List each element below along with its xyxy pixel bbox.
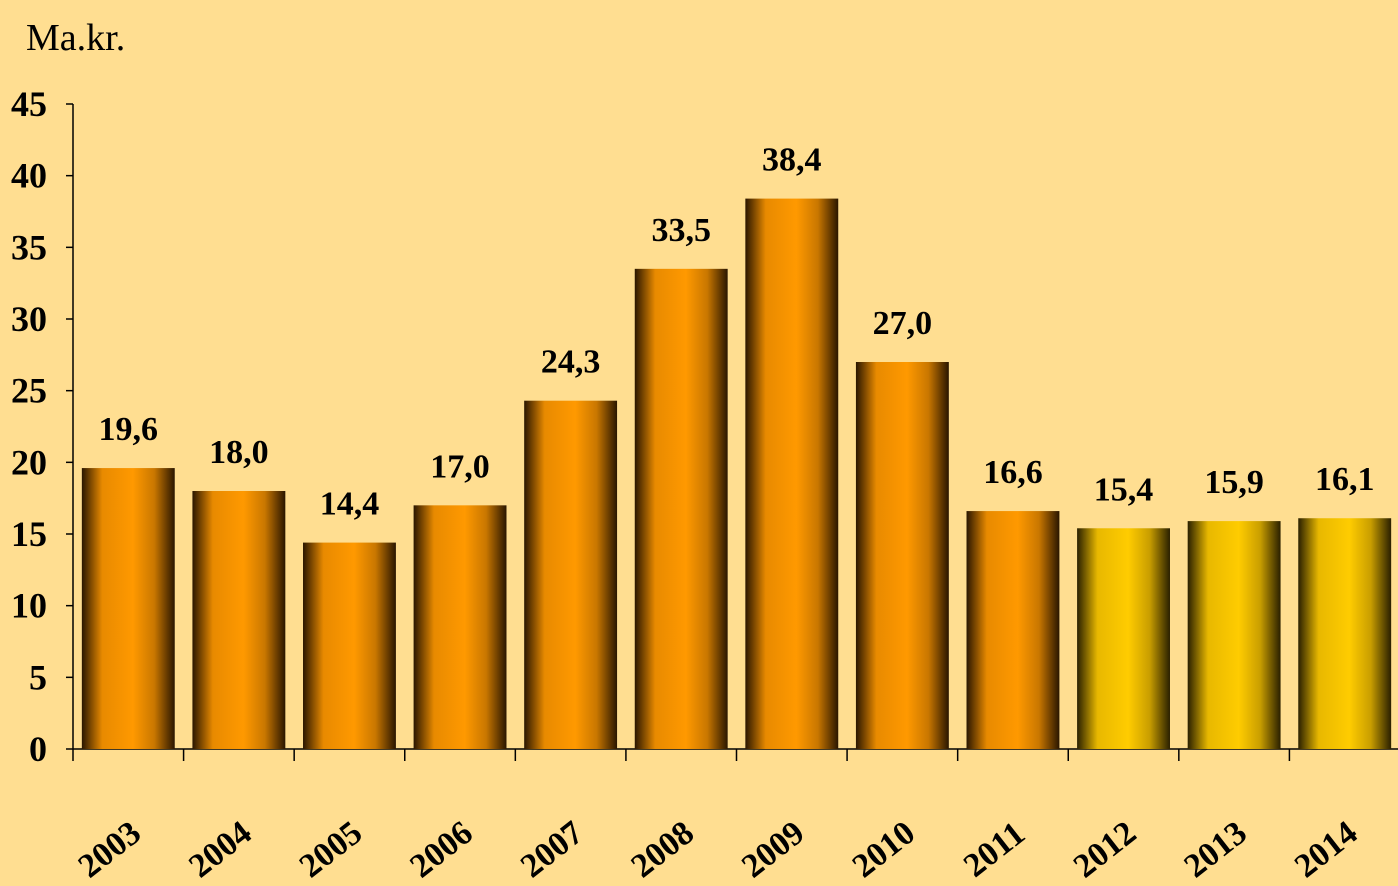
bar-2014	[1298, 518, 1392, 749]
data-label-2008: 33,5	[651, 212, 711, 249]
data-label-2011: 16,6	[983, 454, 1043, 491]
x-tick-label-2005: 2005	[293, 814, 369, 885]
data-label-2013: 15,9	[1204, 464, 1264, 501]
bar-2012	[1077, 528, 1170, 749]
data-label-2005: 14,4	[320, 486, 380, 523]
y-tick-label: 35	[11, 227, 47, 267]
data-label-2007: 24,3	[541, 344, 601, 381]
x-tick-label-2014: 2014	[1288, 814, 1364, 885]
y-tick-label: 30	[11, 299, 47, 339]
y-tick-label: 5	[29, 657, 47, 697]
data-label-2006: 17,0	[430, 448, 490, 485]
bar-2006	[413, 505, 507, 749]
x-tick-label-2011: 2011	[957, 815, 1032, 885]
bar-2009	[745, 198, 839, 750]
bar-2007	[524, 400, 618, 749]
y-axis: 0 5 10 15 20 25 30 35 40 45	[11, 84, 74, 769]
data-label-2003: 19,6	[99, 411, 159, 448]
data-label-2009: 38,4	[762, 142, 822, 179]
y-tick-label: 20	[11, 442, 47, 482]
y-tick-label: 10	[11, 586, 47, 626]
bar-2005	[303, 542, 396, 749]
y-unit-label: Ma.kr.	[26, 17, 125, 59]
data-label-2012: 15,4	[1094, 471, 1154, 508]
x-tick-label-2007: 2007	[514, 814, 590, 885]
bar-2010	[855, 362, 949, 749]
data-label-2014: 16,1	[1315, 461, 1375, 498]
x-tick-label-2004: 2004	[182, 814, 258, 885]
bar-2008	[634, 268, 728, 749]
y-tick-label: 25	[11, 371, 47, 411]
y-tick-label: 15	[11, 514, 47, 554]
x-tick-label-2010: 2010	[846, 814, 922, 885]
x-tick-label-2012: 2012	[1067, 814, 1143, 885]
x-tick-label-2003: 2003	[72, 814, 148, 885]
bar-2011	[966, 511, 1060, 749]
bars	[81, 198, 1392, 750]
category-labels: 2003 2004 2005 2006 2007 2008 2009 2010 2011 2012…	[72, 814, 1365, 885]
y-tick-label: 0	[29, 729, 47, 769]
bar-2003	[81, 468, 175, 749]
x-tick-label-2013: 2013	[1177, 814, 1253, 885]
data-label-2010: 27,0	[873, 305, 933, 342]
bar-2004	[192, 491, 286, 749]
y-tick-label: 45	[11, 84, 47, 124]
data-labels: 19,6 18,0 14,4 17,0 24,3 33,5 38,4 27,0 16,6 15,4…	[99, 142, 1375, 523]
x-tick-label-2008: 2008	[625, 814, 701, 885]
data-label-2004: 18,0	[209, 434, 269, 471]
bar-2013	[1187, 521, 1281, 749]
x-tick-label-2006: 2006	[403, 814, 479, 885]
x-tick-label-2009: 2009	[735, 814, 811, 885]
y-tick-label: 40	[11, 156, 47, 196]
x-axis	[72, 748, 1398, 761]
